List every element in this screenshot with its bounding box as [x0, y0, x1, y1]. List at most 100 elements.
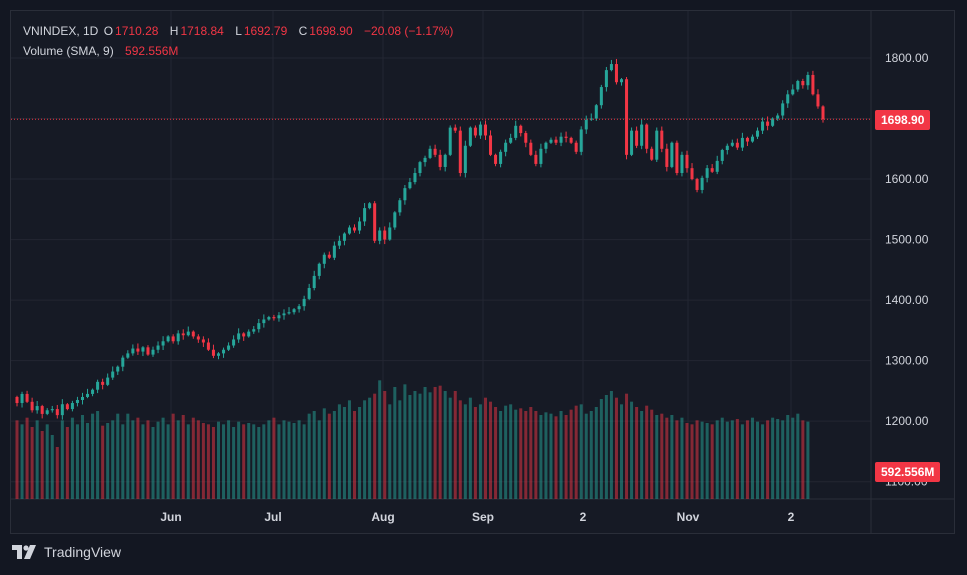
volume-bar[interactable]	[353, 411, 357, 499]
volume-bar[interactable]	[363, 400, 367, 499]
volume-bar[interactable]	[80, 415, 84, 499]
candle[interactable]	[821, 106, 825, 120]
volume-bar[interactable]	[756, 421, 760, 499]
candle[interactable]	[786, 94, 790, 104]
candle[interactable]	[645, 124, 649, 149]
volume-bar[interactable]	[680, 417, 684, 499]
volume-bar[interactable]	[685, 423, 689, 499]
candle[interactable]	[700, 177, 704, 190]
candle[interactable]	[554, 139, 558, 143]
candle[interactable]	[91, 389, 95, 394]
volume-bar[interactable]	[725, 421, 729, 499]
volume-bar[interactable]	[257, 427, 261, 499]
volume-bar[interactable]	[710, 424, 714, 499]
volume-label[interactable]: Volume (SMA, 9)	[23, 44, 114, 58]
candle[interactable]	[806, 74, 810, 86]
volume-bar[interactable]	[700, 421, 704, 499]
candle[interactable]	[201, 339, 205, 343]
candle[interactable]	[514, 125, 518, 138]
candle[interactable]	[96, 381, 100, 390]
volume-bar[interactable]	[715, 420, 719, 499]
candle[interactable]	[660, 130, 664, 149]
volume-bar[interactable]	[337, 404, 341, 499]
candle[interactable]	[126, 353, 130, 358]
candle[interactable]	[569, 137, 573, 143]
volume-bar[interactable]	[665, 417, 669, 499]
volume-bar[interactable]	[579, 404, 583, 499]
volume-bar[interactable]	[227, 420, 231, 499]
candle[interactable]	[705, 168, 709, 178]
volume-bar[interactable]	[781, 420, 785, 499]
volume-bar[interactable]	[358, 407, 362, 499]
candle[interactable]	[106, 377, 110, 385]
candle[interactable]	[378, 230, 382, 241]
candle[interactable]	[735, 142, 739, 148]
candle[interactable]	[781, 103, 785, 116]
candle[interactable]	[418, 162, 422, 174]
candle[interactable]	[584, 119, 588, 130]
volume-bar[interactable]	[131, 420, 135, 499]
volume-bar[interactable]	[529, 407, 533, 499]
candle[interactable]	[393, 212, 397, 228]
candle[interactable]	[191, 331, 195, 337]
candle[interactable]	[630, 130, 634, 155]
candle[interactable]	[564, 136, 568, 138]
volume-bar[interactable]	[65, 427, 69, 499]
candle[interactable]	[353, 227, 357, 231]
candle[interactable]	[761, 121, 765, 131]
volume-bar[interactable]	[791, 417, 795, 499]
volume-bar[interactable]	[448, 397, 452, 499]
candle[interactable]	[720, 150, 724, 161]
volume-bar[interactable]	[433, 387, 437, 499]
volume-bar[interactable]	[302, 424, 306, 499]
candle[interactable]	[599, 87, 603, 106]
candle[interactable]	[473, 127, 477, 136]
volume-bar[interactable]	[478, 404, 482, 499]
candle[interactable]	[519, 125, 523, 134]
volume-bar[interactable]	[625, 393, 629, 499]
volume-bar[interactable]	[483, 397, 487, 499]
candle[interactable]	[544, 142, 548, 149]
candle[interactable]	[45, 410, 49, 414]
volume-bar[interactable]	[695, 420, 699, 499]
volume-bar[interactable]	[735, 419, 739, 499]
candle[interactable]	[302, 298, 306, 307]
volume-bar[interactable]	[438, 385, 442, 499]
volume-bar[interactable]	[549, 413, 553, 499]
candle[interactable]	[196, 336, 200, 340]
candle[interactable]	[151, 349, 155, 355]
volume-bar[interactable]	[428, 392, 432, 499]
candle[interactable]	[745, 137, 749, 142]
volume-bar[interactable]	[206, 424, 210, 499]
volume-bar[interactable]	[272, 417, 276, 499]
volume-bar[interactable]	[368, 397, 372, 499]
candle[interactable]	[534, 154, 538, 164]
candle[interactable]	[489, 135, 493, 155]
volume-bar[interactable]	[796, 413, 800, 499]
candle[interactable]	[287, 312, 291, 314]
candle[interactable]	[408, 182, 412, 189]
volume-bar[interactable]	[761, 424, 765, 499]
volume-bar[interactable]	[690, 424, 694, 499]
candle[interactable]	[448, 127, 452, 155]
volume-bar[interactable]	[116, 413, 120, 499]
candle[interactable]	[332, 245, 336, 258]
volume-bar[interactable]	[473, 407, 477, 499]
volume-bar[interactable]	[554, 416, 558, 499]
candle[interactable]	[277, 315, 281, 319]
candle[interactable]	[347, 227, 351, 234]
volume-bar[interactable]	[720, 417, 724, 499]
candle[interactable]	[242, 333, 246, 337]
candle[interactable]	[609, 64, 613, 71]
volume-bar[interactable]	[121, 424, 125, 499]
volume-bar[interactable]	[594, 407, 598, 499]
candle[interactable]	[524, 133, 528, 143]
candle[interactable]	[740, 137, 744, 148]
candle[interactable]	[635, 130, 639, 146]
candle[interactable]	[327, 254, 331, 258]
candle[interactable]	[423, 157, 427, 163]
candle[interactable]	[388, 227, 392, 240]
volume-bar[interactable]	[232, 427, 236, 499]
candle[interactable]	[413, 173, 417, 183]
candle[interactable]	[796, 81, 800, 90]
